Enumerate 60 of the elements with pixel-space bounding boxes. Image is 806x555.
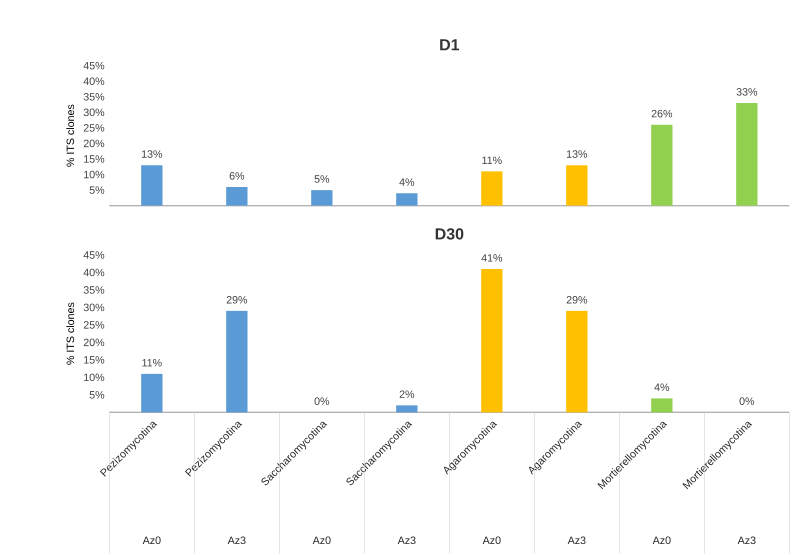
data-label: 4% (399, 178, 414, 186)
bar (141, 374, 163, 412)
y-tick-label: 5% (90, 186, 104, 194)
y-axis-title: % ITS clones (66, 104, 74, 167)
data-label: 13% (566, 150, 588, 158)
bar (651, 398, 673, 412)
data-label: 41% (481, 254, 502, 262)
y-tick-label: 30% (84, 108, 104, 116)
y-tick-label: 30% (84, 304, 104, 312)
y-tick-label: 10% (84, 374, 104, 382)
data-label: 0% (314, 397, 330, 405)
bar (651, 124, 673, 206)
data-label: 29% (226, 296, 248, 304)
y-tick-label: 25% (84, 124, 104, 132)
y-tick-label: 45% (84, 251, 104, 259)
bar (141, 165, 163, 206)
bar (226, 310, 248, 412)
text: Az0 (652, 536, 671, 544)
bar (481, 268, 503, 412)
y-tick-label: 40% (84, 268, 104, 276)
data-label: 13% (142, 150, 162, 158)
y-tick-label: 15% (84, 356, 104, 364)
bar (736, 102, 758, 206)
chart-title: D30 (436, 228, 464, 240)
chart-title: D1 (440, 39, 460, 50)
data-label: 6% (230, 172, 244, 180)
y-tick-label: 20% (84, 140, 104, 148)
data-label: 5% (314, 175, 330, 183)
data-label: 11% (142, 359, 162, 366)
text: Az3 (738, 536, 756, 544)
text: Az3 (398, 536, 416, 544)
data-label: 2% (400, 390, 414, 398)
data-label: 33% (736, 88, 758, 96)
y-tick-label: 35% (84, 92, 104, 101)
y-tick-label: 15% (84, 155, 104, 163)
y-tick-label: 20% (84, 338, 104, 346)
y-tick-label: 25% (84, 321, 104, 329)
data-label: 29% (566, 296, 588, 304)
text: Az3 (568, 536, 586, 544)
text: Az0 (142, 536, 161, 544)
bar (481, 171, 503, 206)
text: Az0 (312, 536, 331, 544)
text: Az0 (482, 536, 501, 544)
y-tick-label: 10% (84, 170, 104, 178)
data-label: 26% (652, 110, 672, 118)
data-label: 4% (654, 383, 670, 391)
bar (226, 186, 248, 206)
y-tick-label: 40% (84, 77, 104, 85)
text: Az3 (228, 536, 246, 544)
bar (396, 193, 418, 206)
data-label: 0% (740, 397, 754, 405)
y-tick-label: 35% (84, 286, 104, 294)
y-tick-label: 45% (84, 62, 104, 70)
bar (566, 165, 588, 206)
y-axis-title: % ITS clones (66, 302, 74, 365)
y-tick-label: 5% (90, 391, 104, 399)
bar (566, 310, 588, 412)
bar (396, 405, 418, 412)
bar (311, 190, 333, 206)
data-label: 11% (482, 156, 502, 164)
